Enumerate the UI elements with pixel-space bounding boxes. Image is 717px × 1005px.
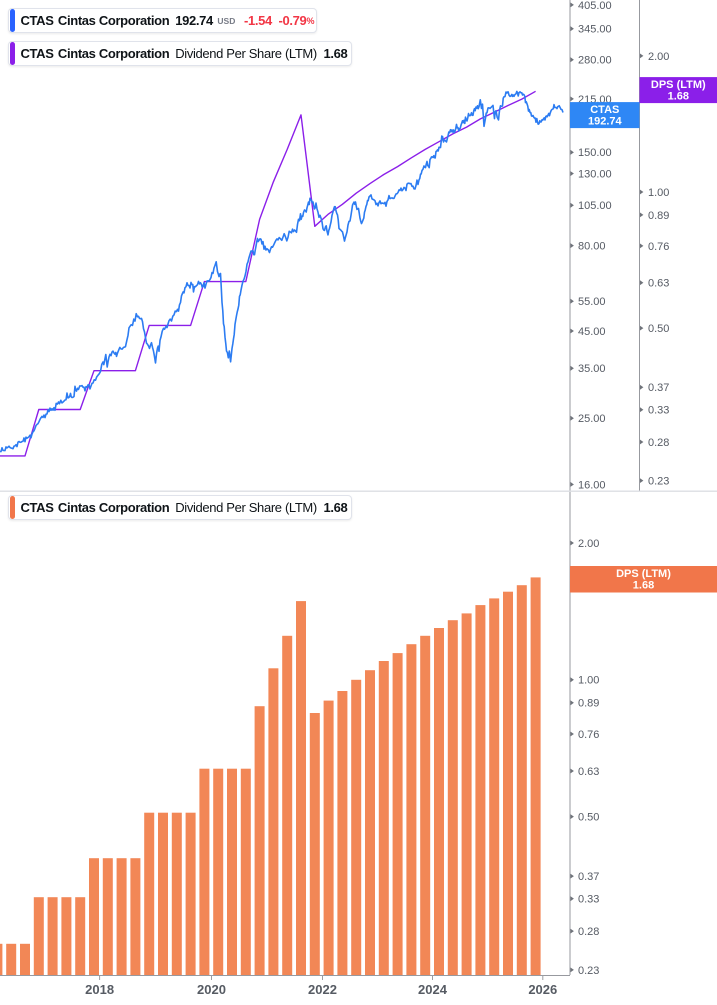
svg-text:0.50: 0.50 xyxy=(648,323,669,335)
svg-text:35.00: 35.00 xyxy=(578,363,606,375)
svg-text:130.00: 130.00 xyxy=(578,169,612,181)
svg-text:0.33: 0.33 xyxy=(578,894,599,906)
svg-text:0.23: 0.23 xyxy=(648,476,669,488)
svg-text:2.00: 2.00 xyxy=(578,538,599,550)
svg-text:0.23: 0.23 xyxy=(578,965,599,977)
svg-text:DPS (LTM): DPS (LTM) xyxy=(616,568,671,580)
svg-text:2018: 2018 xyxy=(85,982,114,997)
svg-text:2.00: 2.00 xyxy=(648,51,669,63)
svg-text:2022: 2022 xyxy=(308,982,337,997)
svg-text:DPS (LTM): DPS (LTM) xyxy=(651,79,706,91)
svg-text:1.00: 1.00 xyxy=(578,675,599,687)
svg-text:0.89: 0.89 xyxy=(578,698,599,710)
svg-text:2026: 2026 xyxy=(528,982,557,997)
svg-text:0.63: 0.63 xyxy=(578,766,599,778)
svg-text:0.37: 0.37 xyxy=(578,871,599,883)
svg-text:405.00: 405.00 xyxy=(578,0,612,12)
svg-text:55.00: 55.00 xyxy=(578,296,606,308)
svg-text:0.33: 0.33 xyxy=(648,405,669,417)
svg-text:1.00: 1.00 xyxy=(648,187,669,199)
svg-text:105.00: 105.00 xyxy=(578,200,612,212)
svg-text:80.00: 80.00 xyxy=(578,241,606,253)
svg-text:CTAS: CTAS xyxy=(590,104,619,116)
svg-text:25.00: 25.00 xyxy=(578,413,606,425)
svg-text:1.68: 1.68 xyxy=(668,91,689,103)
svg-text:280.00: 280.00 xyxy=(578,55,612,67)
svg-text:345.00: 345.00 xyxy=(578,24,612,36)
svg-text:0.37: 0.37 xyxy=(648,382,669,394)
svg-text:45.00: 45.00 xyxy=(578,326,606,338)
svg-text:0.28: 0.28 xyxy=(648,437,669,449)
svg-text:0.89: 0.89 xyxy=(648,210,669,222)
svg-text:0.76: 0.76 xyxy=(578,729,599,741)
svg-text:192.74: 192.74 xyxy=(588,116,623,128)
svg-text:0.50: 0.50 xyxy=(578,812,599,824)
svg-text:2020: 2020 xyxy=(197,982,226,997)
svg-text:0.76: 0.76 xyxy=(648,241,669,253)
svg-text:2024: 2024 xyxy=(418,982,448,997)
svg-text:150.00: 150.00 xyxy=(578,147,612,159)
svg-text:0.28: 0.28 xyxy=(578,926,599,938)
svg-text:1.68: 1.68 xyxy=(633,580,654,592)
svg-text:16.00: 16.00 xyxy=(578,479,606,491)
svg-text:0.63: 0.63 xyxy=(648,278,669,290)
